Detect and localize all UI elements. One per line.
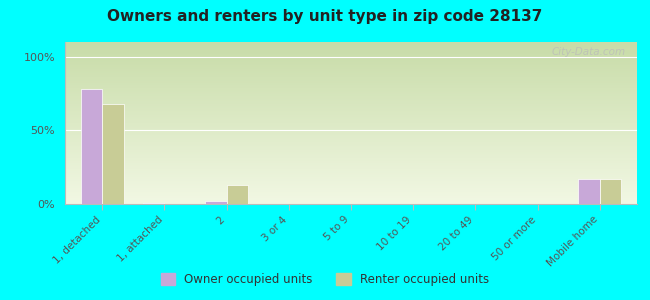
Bar [227,185,248,204]
Bar [102,104,124,204]
Text: City-Data.com: City-Data.com [551,47,625,57]
Bar [600,179,621,204]
Legend: Owner occupied units, Renter occupied units: Owner occupied units, Renter occupied un… [156,268,494,291]
Bar [205,201,227,204]
Bar [578,179,600,204]
Bar [143,202,164,204]
Bar [81,89,102,204]
Text: Owners and renters by unit type in zip code 28137: Owners and renters by unit type in zip c… [107,9,543,24]
